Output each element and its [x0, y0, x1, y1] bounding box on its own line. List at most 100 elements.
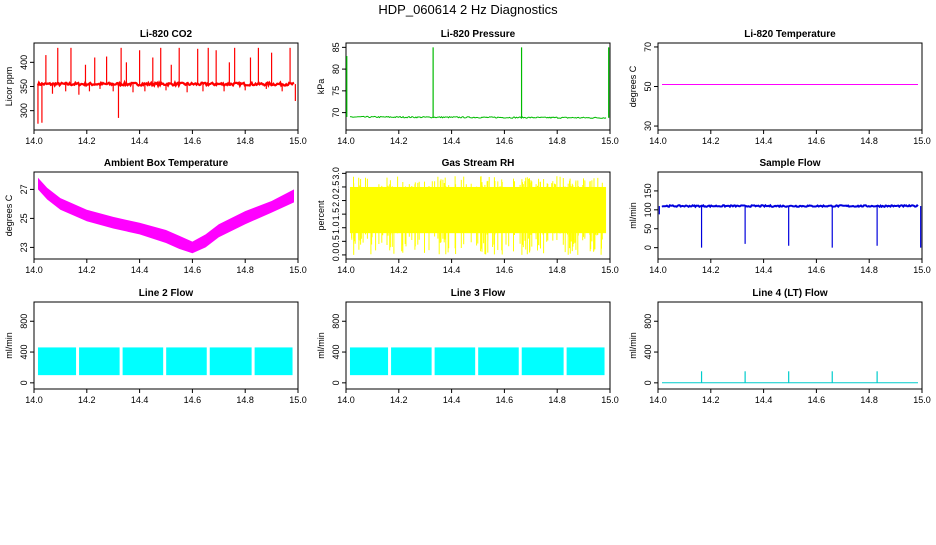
plot-frame	[33, 171, 299, 260]
chart-title: Ambient Box Temperature	[104, 158, 229, 169]
y-axis-label: percent	[316, 200, 326, 231]
chart-line2: Line 2 Flow 14.0 14.2 14.4 14.6 14.8 15.0 0 400 8…	[4, 288, 307, 405]
chart-title: Line 4 (LT) Flow	[752, 288, 828, 299]
y-tick-label: 0	[643, 380, 653, 385]
x-tick-label: 15.0	[289, 395, 307, 405]
x-tick-label: 14.6	[184, 136, 202, 146]
y-tick-label: 23	[19, 242, 29, 252]
x-tick-label: 14.6	[496, 395, 514, 405]
x-tick-label: 14.6	[496, 136, 514, 146]
x-tick-label: 15.0	[289, 136, 307, 146]
x-tick-label: 14.8	[548, 395, 566, 405]
x-tick-label: 14.0	[649, 265, 667, 275]
flow-band	[79, 347, 120, 376]
y-tick-label: 70	[643, 42, 653, 52]
y-tick-label: 25	[19, 213, 29, 223]
x-tick-label: 14.2	[702, 265, 720, 275]
plot-frame	[657, 301, 923, 390]
y-tick-label: 0.5	[331, 235, 341, 248]
y-tick-label: 0	[19, 380, 29, 385]
chart-line4: Line 4 (LT) Flow 14.0 14.2 14.4 14.6 14.8 15.0…	[628, 288, 931, 405]
series-line2	[37, 347, 293, 376]
y-tick-label: 2.0	[331, 194, 341, 207]
y-axis-label: ml/min	[4, 332, 14, 359]
x-tick-label: 14.4	[131, 395, 149, 405]
flow-band	[521, 347, 564, 376]
y-tick-label: 400	[19, 345, 29, 360]
x-tick-label: 14.8	[236, 395, 254, 405]
x-tick-label: 14.6	[808, 136, 826, 146]
x-tick-label: 14.4	[131, 265, 149, 275]
y-tick-label: 800	[643, 314, 653, 329]
chart-title: Li-820 Temperature	[744, 29, 836, 40]
y-tick-label: 0.0	[331, 249, 341, 262]
x-tick-label: 14.6	[808, 395, 826, 405]
page-title: HDP_060614 2 Hz Diagnostics	[378, 2, 558, 17]
x-tick-label: 14.2	[702, 395, 720, 405]
x-tick-label: 14.0	[25, 136, 43, 146]
y-tick-label: 400	[19, 55, 29, 70]
y-tick-label: 2.5	[331, 181, 341, 194]
flow-band	[122, 347, 164, 376]
x-tick-label: 14.8	[548, 136, 566, 146]
x-tick-label: 14.6	[496, 265, 514, 275]
y-tick-label: 75	[331, 86, 341, 96]
x-tick-label: 14.4	[443, 395, 461, 405]
y-axis-label: degrees C	[628, 65, 638, 107]
plot-frame	[345, 42, 611, 131]
series-co2	[36, 47, 296, 124]
x-tick-label: 14.0	[25, 395, 43, 405]
flow-band	[349, 347, 389, 376]
series-line4	[662, 371, 918, 384]
series-line3	[349, 347, 605, 376]
x-tick-label: 15.0	[913, 395, 931, 405]
flow-band	[166, 347, 207, 376]
plot-frame	[657, 171, 923, 260]
flow-band	[478, 347, 519, 376]
chart-sample_flow: Sample Flow 14.0 14.2 14.4 14.6 14.8 15.0 0 50 10…	[628, 158, 931, 275]
chart-title: Li-820 CO2	[140, 29, 193, 40]
x-tick-label: 14.6	[184, 265, 202, 275]
x-tick-label: 14.8	[860, 265, 878, 275]
x-tick-label: 14.4	[443, 136, 461, 146]
plot-frame	[345, 301, 611, 390]
flow-band	[254, 347, 293, 376]
y-tick-label: 50	[643, 224, 653, 234]
y-tick-label: 800	[19, 314, 29, 329]
y-tick-label: 50	[643, 81, 653, 91]
y-tick-label: 1.5	[331, 208, 341, 221]
x-tick-label: 15.0	[601, 265, 619, 275]
chart-title: Line 3 Flow	[451, 288, 506, 299]
x-tick-label: 14.6	[184, 395, 202, 405]
chart-title: Li-820 Pressure	[441, 29, 516, 40]
chart-title: Sample Flow	[759, 158, 820, 169]
x-tick-label: 14.4	[755, 136, 773, 146]
y-tick-label: 150	[643, 183, 653, 198]
plot-frame	[345, 171, 611, 260]
y-tick-label: 80	[331, 64, 341, 74]
y-tick-label: 3.0	[331, 167, 341, 180]
plot-frame	[657, 42, 923, 131]
x-tick-label: 14.8	[548, 265, 566, 275]
flow-band	[566, 347, 605, 376]
x-tick-label: 14.4	[443, 265, 461, 275]
x-tick-label: 14.0	[649, 395, 667, 405]
chart-licor_temp: Li-820 Temperature 14.0 14.2 14.4 14.6 14.8 15…	[628, 29, 931, 146]
x-tick-label: 14.2	[78, 395, 96, 405]
x-tick-label: 14.2	[78, 136, 96, 146]
y-tick-label: 400	[331, 345, 341, 360]
y-tick-label: 27	[19, 184, 29, 194]
x-tick-label: 14.8	[236, 265, 254, 275]
temperature-band	[38, 177, 294, 254]
series-pressure	[346, 47, 610, 120]
x-tick-label: 15.0	[289, 265, 307, 275]
x-tick-label: 14.6	[808, 265, 826, 275]
y-axis-label: ml/min	[628, 332, 638, 359]
series-rh	[349, 176, 607, 255]
x-tick-label: 14.8	[236, 136, 254, 146]
x-tick-label: 14.2	[390, 136, 408, 146]
x-tick-label: 14.4	[755, 395, 773, 405]
y-tick-label: 300	[19, 103, 29, 118]
plot-frame	[33, 301, 299, 390]
